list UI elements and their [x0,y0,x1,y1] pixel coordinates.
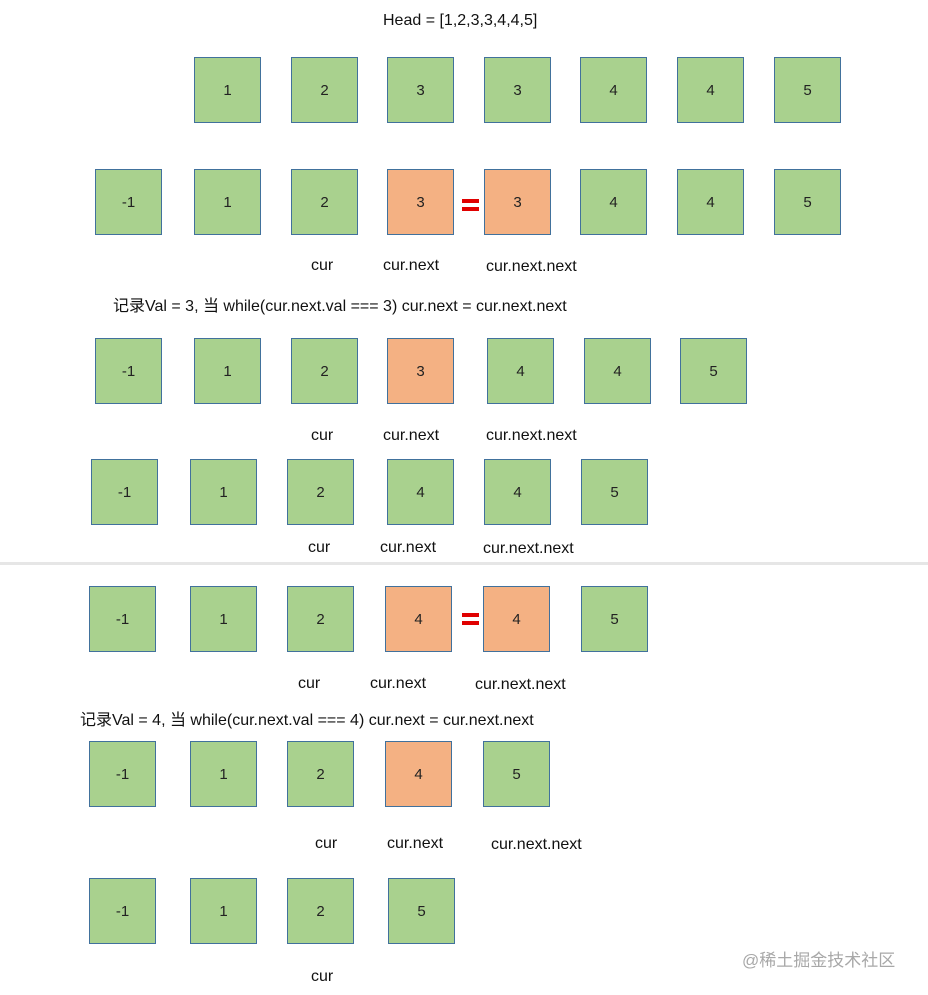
diagram-title: Head = [1,2,3,3,4,4,5] [383,12,538,29]
node-box: 4 [487,338,554,404]
node-box: 2 [291,338,358,404]
label-cur: cur [311,257,334,274]
node-box: 1 [194,57,261,123]
label-cur-next: cur.next [380,539,437,556]
node-box: 1 [190,586,257,652]
node-box: 5 [680,338,747,404]
node-box: 4 [484,459,551,525]
node-box: 5 [581,459,648,525]
node-box: 5 [774,57,841,123]
label-cur: cur [311,968,334,985]
node-box: 4 [677,169,744,235]
label-cur-next-next: cur.next.next [491,836,582,853]
node-box: 1 [190,741,257,807]
node-box: 2 [287,586,354,652]
node-box: 4 [387,459,454,525]
label-cur-next: cur.next [383,257,440,274]
node-box: 1 [190,459,257,525]
node-box: 3 [387,338,454,404]
section-divider [0,562,928,565]
node-box: -1 [95,338,162,404]
node-box: 2 [287,878,354,944]
node-box: -1 [91,459,158,525]
node-box: 2 [287,741,354,807]
node-box: 5 [388,878,455,944]
node-box: 1 [194,169,261,235]
note-val-4: 记录Val = 4, 当 while(cur.next.val === 4) c… [80,712,534,729]
label-cur: cur [308,539,331,556]
label-cur-next-next: cur.next.next [475,676,566,693]
equal-sign-row-2 [462,199,479,211]
label-cur-next-next: cur.next.next [483,540,574,557]
node-box: 3 [484,169,551,235]
node-box: 3 [387,169,454,235]
node-box: -1 [89,586,156,652]
label-cur: cur [315,835,338,852]
label-cur-next-next: cur.next.next [486,258,577,275]
node-box: 5 [483,741,550,807]
node-box: 4 [385,586,452,652]
node-box: 4 [580,169,647,235]
node-box: 4 [483,586,550,652]
label-cur-next-next: cur.next.next [486,427,577,444]
node-box: -1 [89,878,156,944]
label-cur-next: cur.next [383,427,440,444]
note-val-3: 记录Val = 3, 当 while(cur.next.val === 3) c… [113,298,567,315]
node-box: 2 [291,169,358,235]
node-box: 2 [287,459,354,525]
label-cur: cur [298,675,321,692]
node-box: 3 [484,57,551,123]
node-box: -1 [89,741,156,807]
node-box: 1 [194,338,261,404]
label-cur-next: cur.next [370,675,427,692]
node-box: 4 [385,741,452,807]
label-cur-next: cur.next [387,835,444,852]
node-box: 2 [291,57,358,123]
node-box: 5 [581,586,648,652]
node-box: 4 [677,57,744,123]
node-box: -1 [95,169,162,235]
equal-sign-row-5 [462,613,479,625]
node-box: 5 [774,169,841,235]
label-cur: cur [311,427,334,444]
node-box: 4 [584,338,651,404]
node-box: 3 [387,57,454,123]
node-box: 4 [580,57,647,123]
node-box: 1 [190,878,257,944]
watermark: @稀土掘金技术社区 [742,951,896,970]
